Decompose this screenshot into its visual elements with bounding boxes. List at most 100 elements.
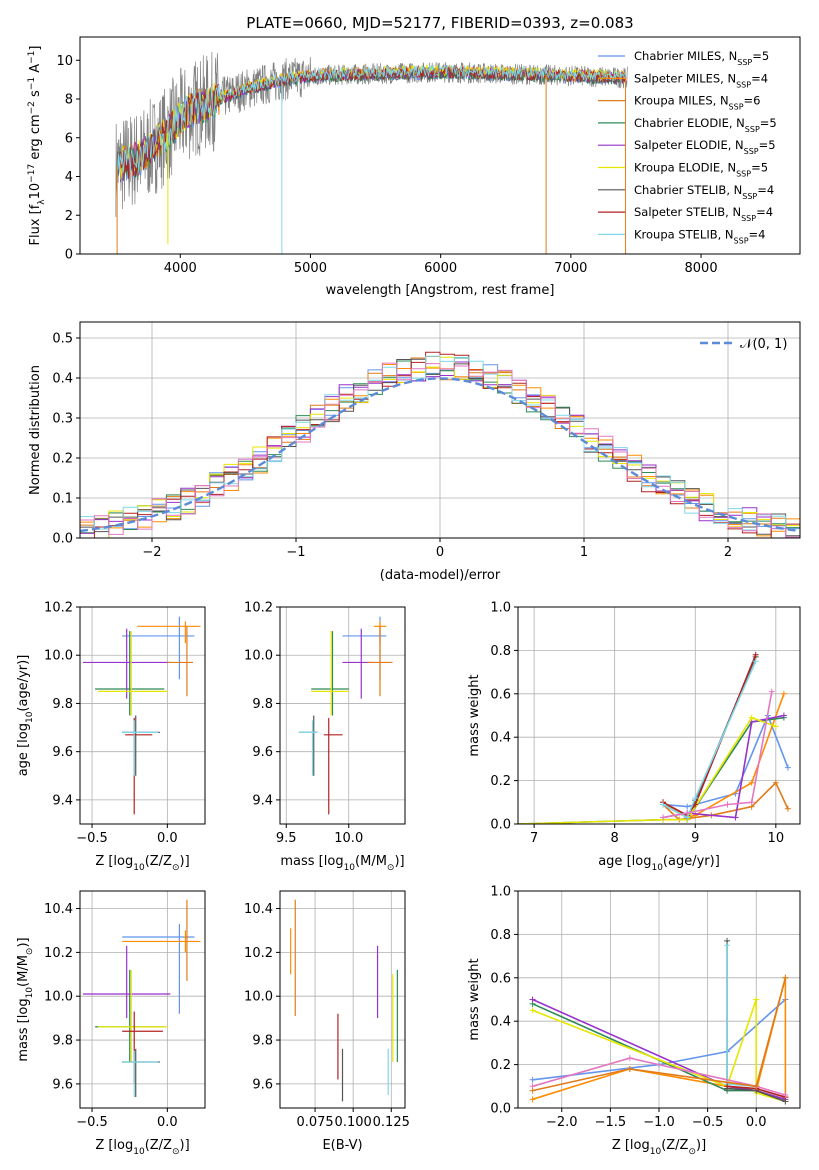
chart-title: PLATE=0660, MJD=52177, FIBERID=0393, z=0… [246, 14, 633, 32]
legend-label: Kroupa ELODIE, NSSP=5 [634, 161, 768, 179]
x-axis-label: mass [log10(M/M⊙)] [280, 854, 404, 873]
mass-weight-line [662, 654, 757, 817]
mass-weight-marker [772, 779, 779, 786]
mass-weight-marker [772, 723, 779, 730]
y-tick-label: 9.4 [252, 793, 273, 808]
y-tick-label: 9.6 [52, 1077, 73, 1092]
y-tick-label: 9.8 [252, 697, 273, 712]
axes-mass-vs-z: −0.5 0.0 9.6 9.8 10.0 10.2 10.4 [44, 890, 206, 1130]
mass-weight-marker [626, 1055, 633, 1062]
y-axis-label: Flux [fλ10−17 erg cm−2 s−1 A−1] [27, 46, 47, 246]
mass-weight-marker [748, 799, 755, 806]
x-axis-label: Z [log10(Z/Z⊙)] [95, 854, 189, 873]
x-tick-label: 0.0 [746, 1115, 767, 1130]
y-tick-label: 9.8 [52, 697, 73, 712]
normal-reference-curve [80, 377, 800, 533]
legend-label: Kroupa MILES, NSSP=6 [634, 94, 760, 112]
y-tick-label: 10.0 [244, 649, 273, 664]
y-tick-label: 0.0 [490, 1102, 511, 1117]
mass-weight-marker [748, 779, 755, 786]
mass-weight-marker [780, 690, 787, 697]
mass-weight-marker [784, 764, 791, 771]
axes-residuals: −2 −1 0 1 2 0.0 0.1 0.2 0.3 0.4 0.5 [52, 321, 801, 560]
axes-frame [79, 36, 801, 255]
legend-label: Salpeter ELODIE, NSSP=5 [634, 138, 776, 156]
mass-weight-marker [724, 1083, 731, 1090]
y-tick-label: 10.2 [44, 601, 73, 616]
x-tick-label: −1 [286, 545, 305, 560]
mass-weight-line [662, 781, 789, 821]
axes-frame [79, 606, 206, 825]
y-tick-label: 0.8 [490, 644, 511, 659]
x-axis-label: wavelength [Angstrom, rest frame] [326, 283, 555, 298]
axes-frame [279, 890, 406, 1109]
legend-label: Kroupa STELIB, NSSP=4 [634, 227, 765, 245]
model-spectrum [117, 64, 626, 174]
x-tick-label: 0.075 [296, 1115, 333, 1130]
mass-weight-line [532, 977, 787, 1092]
plot-area [115, 51, 629, 254]
x-tick-label: 2 [724, 545, 732, 560]
x-tick-label: −0.5 [692, 1115, 724, 1130]
y-tick-label: 10.2 [244, 946, 273, 961]
x-tick-label: 0 [436, 545, 444, 560]
x-tick-label: 8000 [685, 261, 718, 276]
mass-weight-marker [784, 805, 791, 812]
mass-weight-line [726, 945, 757, 1088]
y-tick-label: 0.1 [52, 492, 73, 507]
x-axis-label: E(B-V) [322, 1138, 362, 1153]
mass-weight-marker [660, 814, 667, 821]
mass-weight-marker [529, 1087, 536, 1094]
x-tick-label: −1.0 [643, 1115, 675, 1130]
y-tick-label: 4 [65, 170, 73, 185]
y-tick-label: 10 [56, 54, 73, 69]
x-tick-label: −0.5 [76, 831, 108, 846]
axes-massweight-vs-age: 7 8 9 10 0.0 0.2 0.4 0.6 0.8 1.0 [490, 601, 801, 846]
mass-weight-marker [692, 794, 699, 801]
x-tick-label: −2 [142, 545, 161, 560]
y-tick-label: 0.4 [490, 731, 511, 746]
plot-area [83, 899, 201, 1098]
x-axis-label: Z [log10(Z/Z⊙)] [95, 1138, 189, 1157]
y-tick-label: 9.8 [52, 1034, 73, 1049]
y-tick-label: 10.0 [44, 649, 73, 664]
mass-weight-line [532, 998, 786, 1101]
legend-label: 𝒩(0, 1) [740, 337, 787, 352]
x-tick-label: 0.0 [157, 831, 178, 846]
y-tick-label: 9.8 [252, 1034, 273, 1049]
residual-histogram [80, 362, 800, 538]
x-tick-label: 4000 [164, 261, 197, 276]
y-tick-label: 9.6 [252, 1077, 273, 1092]
x-tick-label: −0.5 [76, 1115, 108, 1130]
y-axis-label: mass weight [467, 674, 482, 756]
axes-massweight-vs-z: −2.0 −1.5 −1.0 −0.5 0.0 0.0 0.2 0.4 0.6 0.8 1.0 [490, 885, 801, 1130]
x-axis-label: age [log10(age/yr)] [598, 854, 720, 873]
y-tick-label: 0.4 [52, 372, 73, 387]
mass-weight-marker [748, 714, 755, 721]
legend-label: Salpeter STELIB, NSSP=4 [634, 205, 773, 223]
y-tick-label: 10.4 [44, 902, 73, 917]
y-tick-label: 0.0 [490, 818, 511, 833]
x-tick-label: 10 [768, 831, 785, 846]
x-tick-label: 10.0 [334, 831, 363, 846]
mass-weight-marker [768, 688, 775, 695]
x-tick-label: 9 [691, 831, 699, 846]
mass-weight-marker [529, 996, 536, 1003]
axes-age-vs-z: −0.5 0.0 9.4 9.6 9.8 10.0 10.2 [44, 601, 206, 846]
y-tick-label: 0.6 [490, 971, 511, 986]
axes-frame [279, 606, 406, 825]
y-tick-label: 0.3 [52, 412, 73, 427]
plot-area [298, 616, 393, 815]
axes-frame [517, 606, 801, 825]
y-tick-label: 1.0 [490, 601, 511, 616]
plot-area [529, 937, 789, 1105]
x-tick-label: 0.0 [157, 1115, 178, 1130]
y-tick-label: 0.8 [490, 928, 511, 943]
y-tick-label: 6 [65, 131, 73, 146]
mass-weight-marker [732, 814, 739, 821]
x-tick-label: 0.125 [373, 1115, 410, 1130]
mass-weight-marker [529, 1007, 536, 1014]
legend-label: Chabrier MILES, NSSP=5 [634, 49, 769, 67]
mass-weight-marker [724, 801, 731, 808]
y-axis-label: age [log10(age/yr)] [16, 655, 35, 777]
